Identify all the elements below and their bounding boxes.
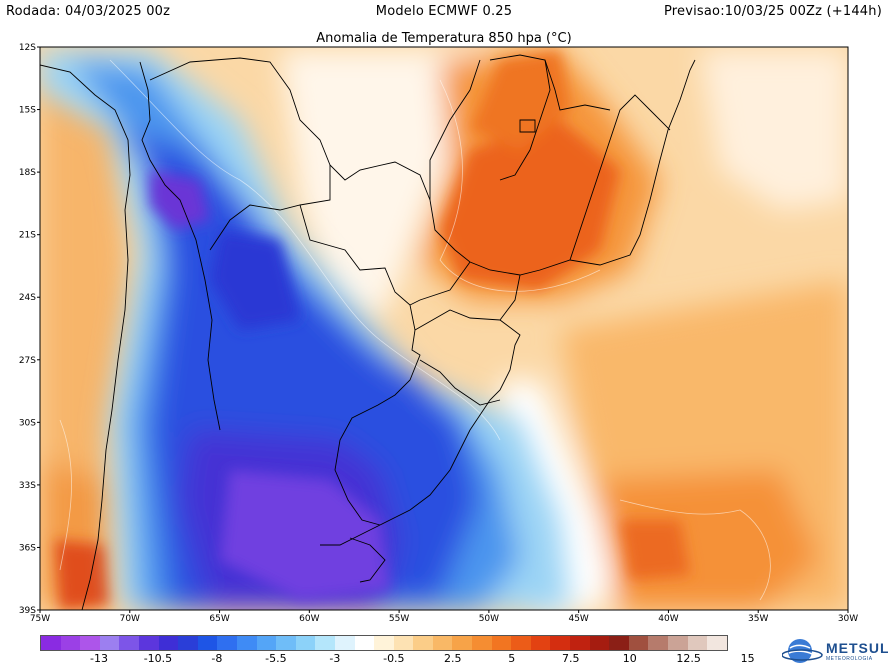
legend-value: 5: [508, 652, 516, 665]
lat-label: 18S: [19, 168, 36, 178]
legend-swatch: [256, 636, 277, 650]
lon-label: 65W: [209, 614, 229, 624]
legend-swatch: [707, 636, 727, 650]
lon-label: 70W: [120, 614, 140, 624]
legend-swatch: [315, 636, 335, 650]
logo-tagline: METEOROLOGIA: [826, 656, 873, 662]
legend-value: -10.5: [143, 652, 173, 665]
lat-label: 30S: [19, 418, 36, 428]
legend-value: 2.5: [444, 652, 462, 665]
legend-swatch: [452, 636, 473, 650]
legend-value: 15: [740, 652, 755, 665]
map-frame: [39, 46, 849, 611]
legend-swatch: [217, 636, 237, 650]
legend-value: -0.5: [383, 652, 405, 665]
forecast-time: Previsao:10/03/25 00Zz (+144h): [663, 4, 882, 19]
run-date: Rodada: 04/03/2025 00z: [6, 4, 171, 19]
lon-label: 30W: [838, 614, 858, 624]
legend-swatch: [119, 636, 139, 650]
legend-swatch: [472, 636, 492, 650]
lat-label: 24S: [19, 293, 36, 303]
globe-icon: [781, 639, 823, 663]
legend-swatch: [236, 636, 257, 650]
legend-swatch: [589, 636, 610, 650]
legend-swatch: [60, 636, 81, 650]
legend-labels: -13 -10.5 -8 -5.5 -3 -0.5 2.5 5 7.5 10 12.5 15: [40, 652, 755, 666]
legend-swatch: [374, 636, 394, 650]
legend-swatch: [295, 636, 316, 650]
legend-swatch: [80, 636, 100, 650]
legend-swatch: [491, 636, 512, 650]
metsul-logo: METSUL METEOROLOGIA: [781, 636, 888, 666]
legend-swatch: [432, 636, 453, 650]
legend-value: -8: [211, 652, 223, 665]
lat-label: 39S: [19, 606, 36, 616]
lon-label: 35W: [748, 614, 768, 624]
legend-value: 10: [622, 652, 637, 665]
legend-swatch: [334, 636, 355, 650]
lat-label: 36S: [19, 543, 36, 553]
lat-label: 12S: [19, 43, 36, 53]
lon-label: 60W: [299, 614, 319, 624]
legend-swatch: [138, 636, 159, 650]
logo-name: METSUL: [826, 640, 888, 656]
legend-value: -13: [89, 652, 108, 665]
legend-swatch: [687, 636, 708, 650]
legend-swatch: [530, 636, 551, 650]
map-title: Anomalia de Temperatura 850 hpa (°C): [316, 31, 572, 46]
legend-swatch: [511, 636, 531, 650]
legend-swatch: [354, 636, 375, 650]
lat-label: 15S: [19, 106, 36, 116]
lon-label: 40W: [658, 614, 678, 624]
country-borders: [40, 54, 696, 610]
lat-label: 21S: [19, 231, 36, 241]
legend-value: 7.5: [561, 652, 580, 665]
anomaly-field: [40, 47, 848, 610]
legend-swatch: [550, 636, 571, 650]
lon-label: 45W: [568, 614, 588, 624]
legend-swatch: [648, 636, 668, 650]
legend-swatch: [197, 636, 218, 650]
lon-label: 50W: [479, 614, 499, 624]
lon-label: 75W: [30, 614, 50, 624]
legend-swatch: [178, 636, 198, 650]
lat-label: 27S: [19, 356, 36, 366]
legend-swatch: [413, 636, 433, 650]
legend-value: 12.5: [676, 652, 701, 665]
legend-value: -3: [329, 652, 341, 665]
legend-value: -5.5: [265, 652, 287, 665]
legend-swatch: [276, 636, 296, 650]
color-legend: [40, 635, 728, 651]
lon-label: 55W: [389, 614, 409, 624]
latitude-axis: 12S 15S 18S 21S 24S 27S 30S 33S 36S 39S: [19, 43, 40, 616]
legend-swatch: [609, 636, 629, 650]
legend-swatch: [41, 636, 61, 650]
legend-swatch: [99, 636, 120, 650]
lat-label: 33S: [19, 481, 36, 491]
longitude-axis: 75W 70W 65W 60W 55W 50W 45W 40W 35W 30W: [30, 610, 858, 624]
legend-swatch: [570, 636, 590, 650]
legend-swatch: [668, 636, 688, 650]
legend-swatch: [393, 636, 414, 650]
legend-swatch: [628, 636, 649, 650]
model-name: Modelo ECMWF 0.25: [375, 4, 513, 19]
legend-swatch: [158, 636, 179, 650]
